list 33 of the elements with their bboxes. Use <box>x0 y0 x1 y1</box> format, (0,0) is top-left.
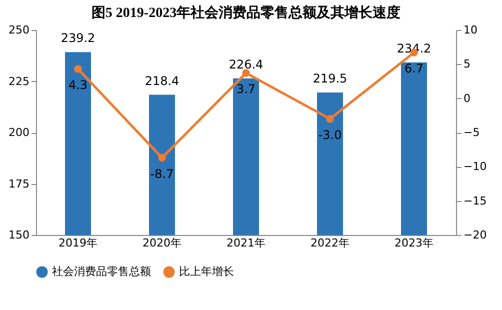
y2-tick-label: −15 <box>464 194 487 208</box>
y-tick-label: 250 <box>8 24 30 36</box>
data-label: 4.3 <box>68 78 88 92</box>
y-tick-label: 175 <box>8 177 30 190</box>
x-tick-label: 2022年 <box>310 236 350 250</box>
y2-tick-label: 0 <box>464 92 470 105</box>
legend-label: 社会消费品零售总额 <box>52 265 151 278</box>
chart-title: 图5 2019-2023年社会消费品零售总额及其增长速度 <box>91 4 401 21</box>
data-label: 219.5 <box>312 72 348 86</box>
y-tick-label: 200 <box>8 126 30 139</box>
y-tick-label: 225 <box>8 74 30 88</box>
data-label: 218.4 <box>144 74 180 88</box>
y2-tick-label: 10 <box>464 24 478 36</box>
y-tick-label: 150 <box>8 228 30 242</box>
point <box>74 65 82 73</box>
data-label: -8.7 <box>150 166 174 181</box>
data-label: -3.0 <box>318 128 342 142</box>
data-label: 226.4 <box>228 57 264 72</box>
y2-tick-label: −20 <box>464 228 487 242</box>
x-tick-label: 2019年 <box>58 236 98 250</box>
point <box>158 154 166 162</box>
x-tick-label: 2023年 <box>394 236 434 250</box>
point <box>242 69 250 77</box>
point <box>326 114 334 123</box>
data-label: 3.7 <box>236 82 256 96</box>
y2-tick-label: 5 <box>464 58 470 71</box>
data-label: 239.2 <box>60 31 96 46</box>
legend-label: 比上年增长 <box>179 265 234 278</box>
y2-tick-label: −10 <box>464 160 487 174</box>
x-tick-label: 2021年 <box>226 236 266 250</box>
data-label: 6.7 <box>404 62 424 76</box>
y2-tick-label: −5 <box>464 126 480 139</box>
x-tick-label: 2020年 <box>142 236 182 250</box>
